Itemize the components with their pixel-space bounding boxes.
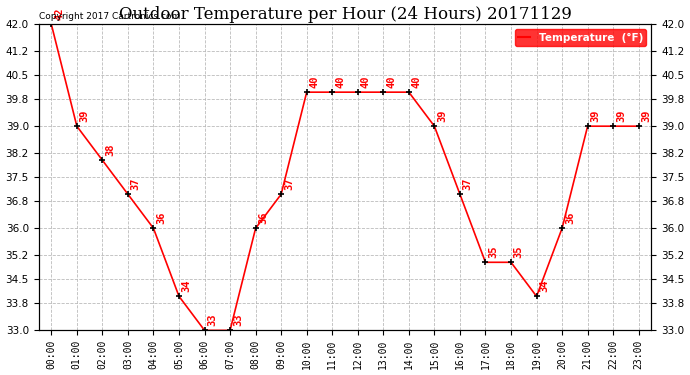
Text: 40: 40 [361,75,371,88]
Text: 34: 34 [540,280,549,292]
Text: 38: 38 [105,144,115,156]
Text: 33: 33 [233,314,243,326]
Text: 39: 39 [616,110,626,122]
Text: 40: 40 [412,75,422,88]
Text: 36: 36 [156,211,166,224]
Text: 40: 40 [386,75,396,88]
Text: 39: 39 [642,110,651,122]
Text: 39: 39 [591,110,600,122]
Text: 40: 40 [310,75,319,88]
Text: 39: 39 [437,110,447,122]
Text: 42: 42 [54,8,64,20]
Legend: Temperature  (°F): Temperature (°F) [515,29,647,46]
Text: 37: 37 [130,178,141,190]
Text: 37: 37 [284,178,294,190]
Text: Copyright 2017 Cartronics.com: Copyright 2017 Cartronics.com [39,12,180,21]
Text: 34: 34 [181,280,192,292]
Text: 36: 36 [565,211,575,224]
Text: 33: 33 [207,314,217,326]
Text: 35: 35 [489,246,498,258]
Text: 37: 37 [463,178,473,190]
Text: 36: 36 [258,211,268,224]
Text: 40: 40 [335,75,345,88]
Title: Outdoor Temperature per Hour (24 Hours) 20171129: Outdoor Temperature per Hour (24 Hours) … [119,6,571,22]
Text: 39: 39 [79,110,90,122]
Text: 35: 35 [514,246,524,258]
